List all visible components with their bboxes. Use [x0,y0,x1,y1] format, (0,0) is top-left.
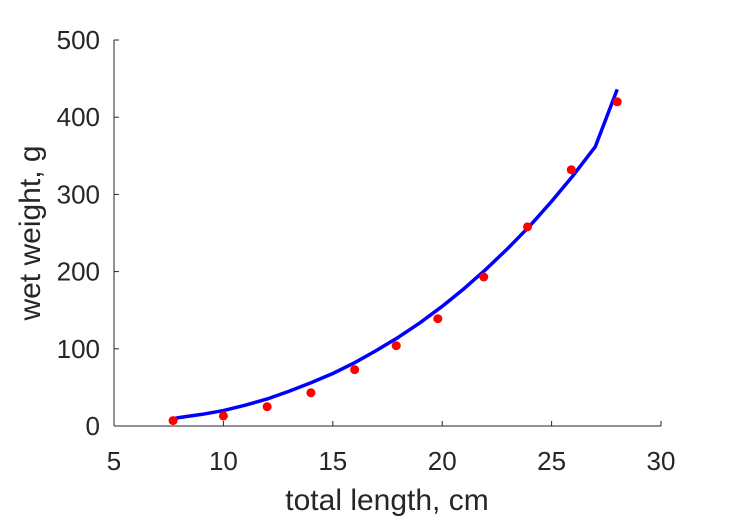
x-tick-label: 10 [209,446,238,476]
data-point [566,165,576,175]
x-tick-label: 25 [537,446,566,476]
data-point [262,402,272,412]
y-tick-label: 300 [57,179,100,209]
data-point [218,411,228,421]
fit-curve-line [170,88,619,421]
data-point [391,341,401,351]
data-point [350,365,360,375]
x-axis-label: total length, cm [285,484,488,517]
y-tick-label: 400 [57,102,100,132]
x-tick-label: 15 [318,446,347,476]
data-points-layer [168,97,622,426]
y-tick-label: 500 [57,25,100,55]
data-point [612,97,622,107]
fit-curve-layer [170,88,619,421]
x-tick-label: 30 [647,446,676,476]
data-point [306,388,316,398]
y-tick-label: 100 [57,334,100,364]
y-axis-label: wet weight, g [14,145,47,321]
data-point [523,222,533,232]
data-point [479,272,489,282]
data-point [433,314,443,324]
y-tick-label: 200 [57,257,100,287]
data-point [168,416,178,426]
y-tick-label: 0 [86,411,100,441]
x-tick-label: 5 [107,446,121,476]
x-tick-label: 20 [428,446,457,476]
axes [113,40,661,427]
